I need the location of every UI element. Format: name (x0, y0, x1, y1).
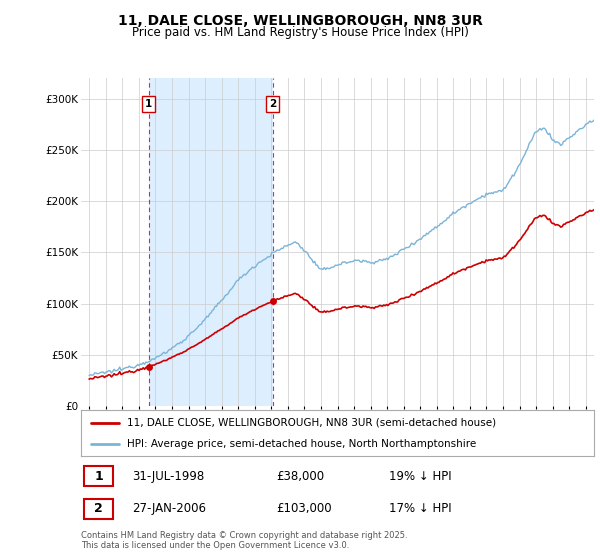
Text: 11, DALE CLOSE, WELLINGBOROUGH, NN8 3UR (semi-detached house): 11, DALE CLOSE, WELLINGBOROUGH, NN8 3UR … (127, 418, 496, 428)
Text: 1: 1 (145, 99, 152, 109)
FancyBboxPatch shape (83, 466, 113, 486)
Text: 27-JAN-2006: 27-JAN-2006 (133, 502, 206, 515)
Text: HPI: Average price, semi-detached house, North Northamptonshire: HPI: Average price, semi-detached house,… (127, 439, 476, 449)
Text: 2: 2 (269, 99, 276, 109)
Text: Contains HM Land Registry data © Crown copyright and database right 2025.
This d: Contains HM Land Registry data © Crown c… (81, 531, 407, 550)
FancyBboxPatch shape (83, 498, 113, 519)
Text: £103,000: £103,000 (276, 502, 332, 515)
Text: 2: 2 (94, 502, 103, 515)
Text: 31-JUL-1998: 31-JUL-1998 (133, 470, 205, 483)
Text: 1: 1 (94, 470, 103, 483)
Text: 17% ↓ HPI: 17% ↓ HPI (389, 502, 451, 515)
Text: 19% ↓ HPI: 19% ↓ HPI (389, 470, 451, 483)
Bar (149, 78, 272, 406)
Text: £38,000: £38,000 (276, 470, 324, 483)
Text: Price paid vs. HM Land Registry's House Price Index (HPI): Price paid vs. HM Land Registry's House … (131, 26, 469, 39)
Text: 11, DALE CLOSE, WELLINGBOROUGH, NN8 3UR: 11, DALE CLOSE, WELLINGBOROUGH, NN8 3UR (118, 14, 482, 28)
